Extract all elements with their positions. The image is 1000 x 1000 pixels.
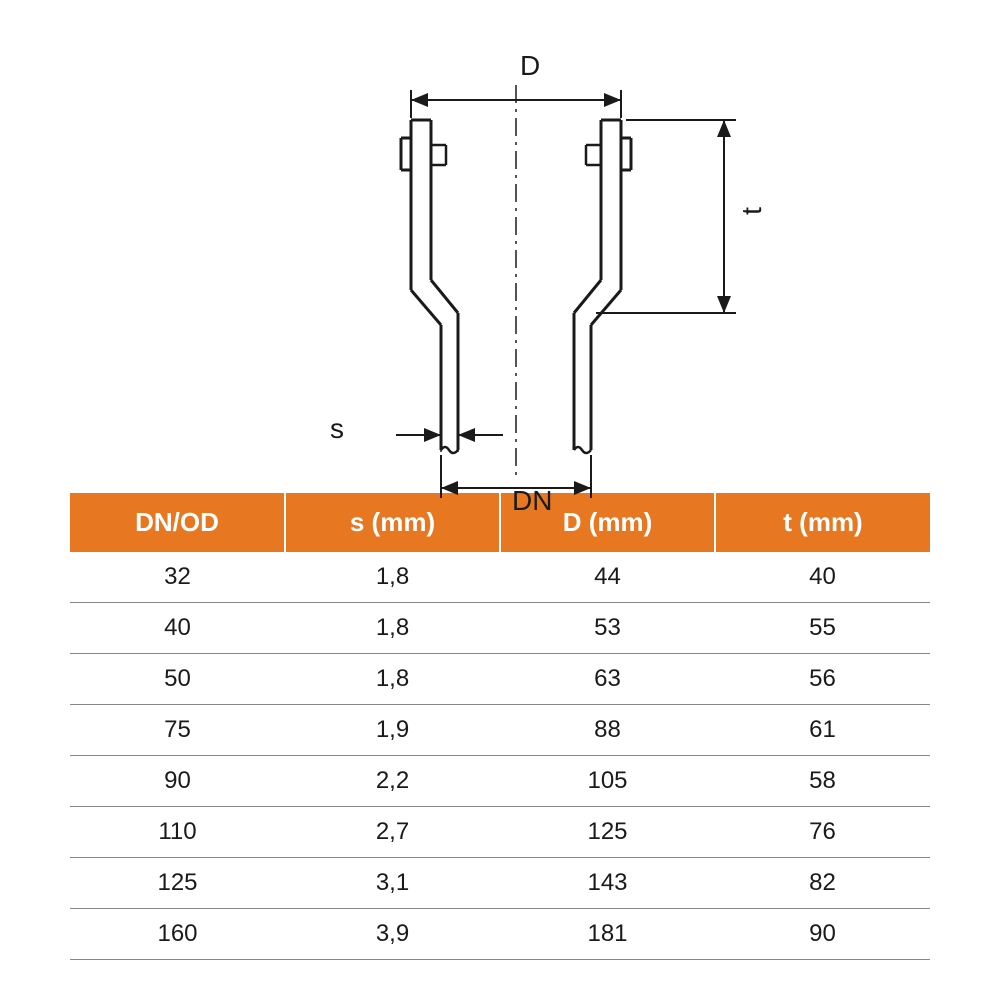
table-cell: 1,8 <box>285 552 500 603</box>
table-cell: 90 <box>715 909 930 960</box>
table-row: 401,85355 <box>70 603 930 654</box>
table-cell: 1,8 <box>285 654 500 705</box>
table-cell: 40 <box>715 552 930 603</box>
table-cell: 53 <box>500 603 715 654</box>
dimensions-table: DN/ODs (mm)D (mm)t (mm) 321,84440401,853… <box>70 493 930 960</box>
table-row: 1603,918190 <box>70 909 930 960</box>
table-cell: 61 <box>715 705 930 756</box>
table-cell: 75 <box>70 705 285 756</box>
label-d: D <box>520 50 540 82</box>
table-cell: 181 <box>500 909 715 960</box>
table-cell: 2,7 <box>285 807 500 858</box>
pipe-diagram-svg <box>206 30 906 520</box>
table-cell: 50 <box>70 654 285 705</box>
technical-diagram: D t s DN <box>70 30 930 483</box>
table-row: 1102,712576 <box>70 807 930 858</box>
table-cell: 44 <box>500 552 715 603</box>
table-cell: 90 <box>70 756 285 807</box>
table-cell: 160 <box>70 909 285 960</box>
label-t: t <box>736 207 768 215</box>
table-cell: 3,9 <box>285 909 500 960</box>
table-cell: 82 <box>715 858 930 909</box>
dimensions-table-area: DN/ODs (mm)D (mm)t (mm) 321,84440401,853… <box>70 493 930 960</box>
table-cell: 32 <box>70 552 285 603</box>
table-cell: 3,1 <box>285 858 500 909</box>
table-cell: 110 <box>70 807 285 858</box>
table-cell: 58 <box>715 756 930 807</box>
table-cell: 125 <box>70 858 285 909</box>
table-cell: 1,9 <box>285 705 500 756</box>
label-dn: DN <box>512 485 552 517</box>
label-s: s <box>330 413 344 445</box>
table-cell: 40 <box>70 603 285 654</box>
table-cell: 63 <box>500 654 715 705</box>
table-cell: 56 <box>715 654 930 705</box>
table-cell: 105 <box>500 756 715 807</box>
table-cell: 1,8 <box>285 603 500 654</box>
table-cell: 76 <box>715 807 930 858</box>
table-cell: 55 <box>715 603 930 654</box>
table-row: 1253,114382 <box>70 858 930 909</box>
table-cell: 143 <box>500 858 715 909</box>
table-row: 501,86356 <box>70 654 930 705</box>
table-cell: 88 <box>500 705 715 756</box>
table-row: 321,84440 <box>70 552 930 603</box>
table-row: 751,98861 <box>70 705 930 756</box>
table-row: 902,210558 <box>70 756 930 807</box>
table-cell: 125 <box>500 807 715 858</box>
table-cell: 2,2 <box>285 756 500 807</box>
